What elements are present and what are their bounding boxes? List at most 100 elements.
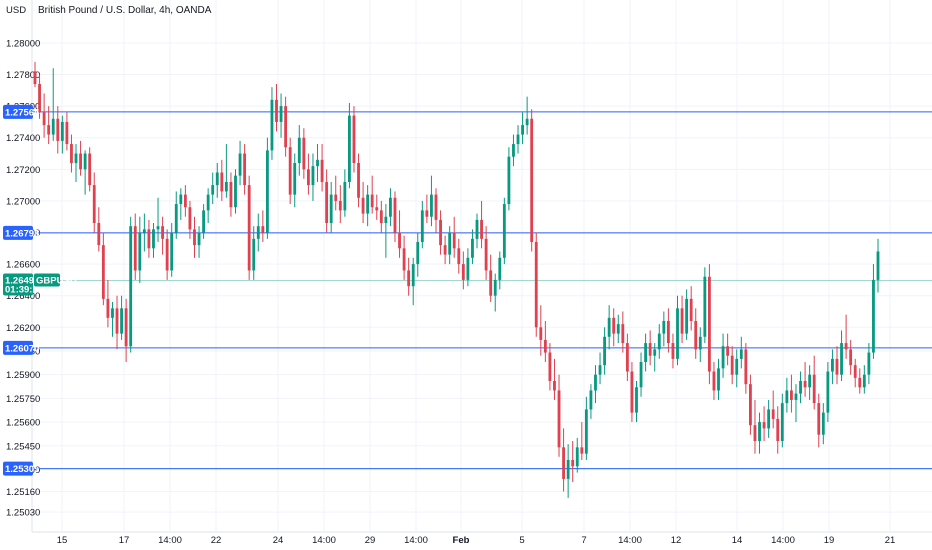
candle[interactable] bbox=[562, 428, 565, 492]
candle-body[interactable] bbox=[279, 106, 283, 122]
candle-body[interactable] bbox=[676, 308, 679, 359]
candle-body[interactable] bbox=[275, 99, 278, 122]
candle[interactable] bbox=[60, 115, 64, 154]
candle[interactable] bbox=[616, 314, 620, 344]
candle-body[interactable] bbox=[33, 71, 37, 85]
candle-body[interactable] bbox=[548, 352, 552, 381]
candle[interactable] bbox=[598, 352, 602, 385]
candle[interactable] bbox=[357, 153, 360, 208]
candle-body[interactable] bbox=[512, 144, 515, 157]
candle[interactable] bbox=[853, 358, 857, 388]
candle-body[interactable] bbox=[644, 343, 648, 363]
candle[interactable] bbox=[872, 264, 875, 359]
candle-body[interactable] bbox=[771, 409, 775, 419]
candle-body[interactable] bbox=[297, 137, 301, 164]
candle-body[interactable] bbox=[411, 264, 415, 287]
candle[interactable] bbox=[867, 343, 871, 385]
candle-body[interactable] bbox=[762, 422, 766, 429]
candle[interactable] bbox=[662, 311, 666, 347]
candle-body[interactable] bbox=[739, 349, 743, 359]
candle[interactable] bbox=[730, 346, 734, 385]
candle[interactable] bbox=[306, 153, 310, 195]
candle[interactable] bbox=[138, 216, 142, 284]
candle[interactable] bbox=[498, 251, 502, 290]
candle-body[interactable] bbox=[174, 204, 178, 233]
candle[interactable] bbox=[835, 346, 839, 385]
candle-body[interactable] bbox=[616, 324, 620, 334]
candle[interactable] bbox=[630, 362, 634, 423]
candle-body[interactable] bbox=[243, 153, 247, 186]
candle[interactable] bbox=[844, 314, 848, 359]
candle-body[interactable] bbox=[457, 248, 461, 265]
candle-body[interactable] bbox=[443, 245, 447, 255]
candle[interactable] bbox=[644, 333, 648, 372]
candle-body[interactable] bbox=[197, 232, 201, 246]
candle-body[interactable] bbox=[694, 320, 698, 350]
candle-body[interactable] bbox=[88, 153, 92, 186]
candle[interactable] bbox=[566, 444, 570, 498]
candle[interactable] bbox=[594, 365, 597, 404]
candle[interactable] bbox=[553, 358, 556, 400]
candle-body[interactable] bbox=[220, 172, 224, 192]
candle[interactable] bbox=[343, 169, 347, 217]
candle[interactable] bbox=[648, 330, 652, 366]
candle[interactable] bbox=[471, 229, 474, 265]
candle-body[interactable] bbox=[484, 238, 488, 271]
candle-body[interactable] bbox=[370, 194, 374, 208]
candle[interactable] bbox=[229, 172, 233, 217]
candle[interactable] bbox=[234, 169, 237, 214]
candle[interactable] bbox=[33, 61, 37, 88]
candle-body[interactable] bbox=[598, 365, 602, 375]
candle[interactable] bbox=[133, 213, 137, 280]
candle-body[interactable] bbox=[74, 153, 78, 164]
candle[interactable] bbox=[717, 358, 720, 400]
candle-body[interactable] bbox=[147, 229, 151, 249]
candle[interactable] bbox=[543, 320, 547, 363]
candle[interactable] bbox=[197, 226, 201, 258]
candle-body[interactable] bbox=[316, 159, 319, 167]
candle-body[interactable] bbox=[502, 204, 506, 258]
candle[interactable] bbox=[557, 374, 561, 457]
candle-body[interactable] bbox=[507, 156, 511, 205]
candle-body[interactable] bbox=[562, 447, 565, 479]
candle[interactable] bbox=[739, 336, 743, 369]
candle[interactable] bbox=[812, 355, 816, 410]
candle[interactable] bbox=[466, 248, 470, 287]
candle-body[interactable] bbox=[635, 387, 638, 413]
candle-body[interactable] bbox=[876, 251, 880, 280]
candle-body[interactable] bbox=[844, 343, 848, 350]
candle[interactable] bbox=[434, 188, 438, 233]
candle-body[interactable] bbox=[862, 374, 866, 388]
candle[interactable] bbox=[753, 399, 757, 454]
candle[interactable] bbox=[539, 305, 543, 356]
candle-body[interactable] bbox=[288, 147, 292, 195]
candle-body[interactable] bbox=[111, 308, 114, 318]
candle-body[interactable] bbox=[402, 248, 406, 271]
candle-body[interactable] bbox=[475, 219, 479, 239]
candle[interactable] bbox=[311, 153, 315, 201]
candle-body[interactable] bbox=[466, 257, 470, 280]
candle-body[interactable] bbox=[416, 241, 420, 265]
candle-body[interactable] bbox=[821, 412, 825, 435]
candle-body[interactable] bbox=[120, 308, 123, 334]
candle[interactable] bbox=[721, 333, 725, 378]
candle-body[interactable] bbox=[831, 358, 834, 372]
candle-body[interactable] bbox=[516, 134, 520, 145]
candle[interactable] bbox=[685, 289, 689, 340]
candle-body[interactable] bbox=[211, 185, 215, 195]
candle[interactable] bbox=[352, 106, 356, 173]
candle-body[interactable] bbox=[393, 197, 397, 233]
candle-body[interactable] bbox=[234, 175, 237, 208]
candle[interactable] bbox=[575, 437, 579, 473]
candle-body[interactable] bbox=[689, 298, 693, 321]
candle-body[interactable] bbox=[730, 355, 734, 375]
candle[interactable] bbox=[384, 204, 388, 258]
candle[interactable] bbox=[443, 235, 447, 265]
candle-body[interactable] bbox=[348, 115, 351, 182]
candle-body[interactable] bbox=[707, 276, 711, 372]
candle[interactable] bbox=[744, 343, 748, 394]
candle-body[interactable] bbox=[594, 374, 597, 391]
candle[interactable] bbox=[676, 295, 679, 366]
candle[interactable] bbox=[393, 191, 397, 242]
